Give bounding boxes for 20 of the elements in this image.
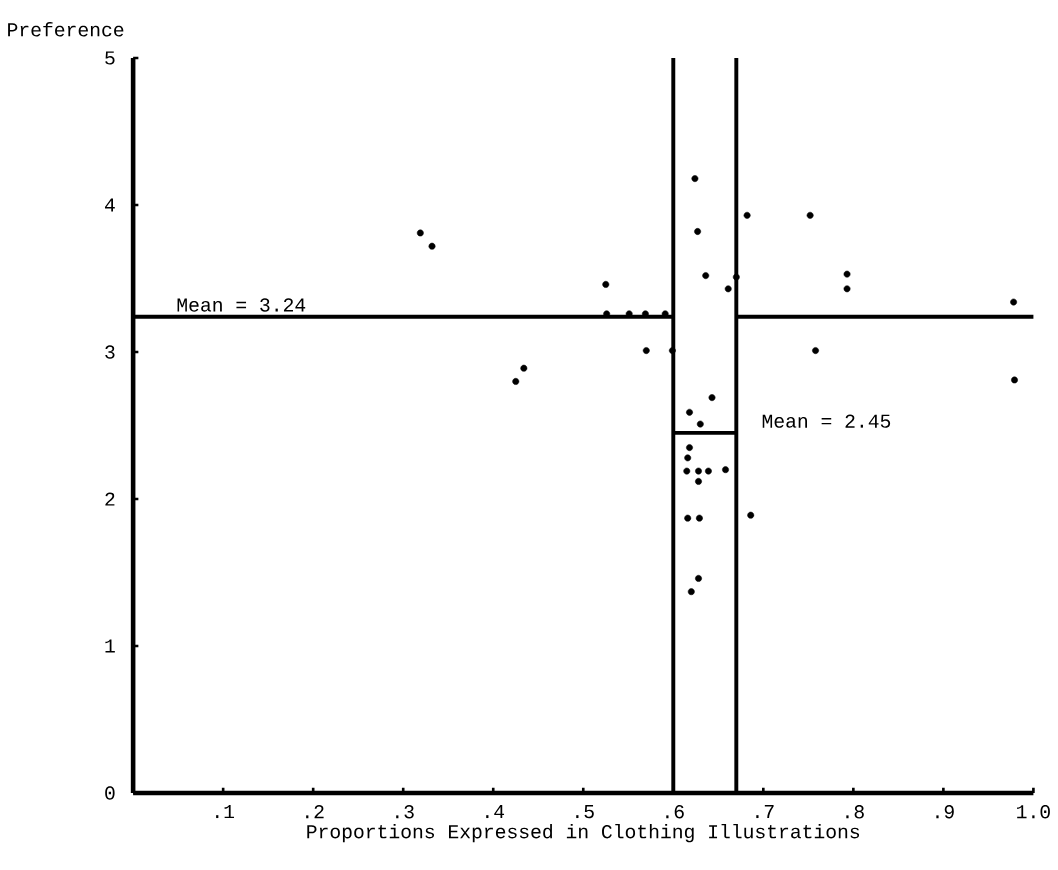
y-tick-label: 4 xyxy=(104,198,115,212)
x-axis-title: Proportions Expressed in Clothing Illustrations xyxy=(307,824,860,843)
annotation: Mean = 2.45 xyxy=(762,414,891,428)
y-tick-label: 5 xyxy=(105,51,115,65)
y-tick-label: 2 xyxy=(105,492,115,506)
y-tick-label: 1 xyxy=(105,639,115,653)
annotation: Mean = 3.24 xyxy=(177,298,306,312)
y-tick-label: 0 xyxy=(105,786,115,800)
x-tick-label: .4 xyxy=(486,805,505,819)
y-axis-title: Preference xyxy=(8,22,124,37)
x-tick-label: .8 xyxy=(846,805,864,819)
x-tick-label: 1.0 xyxy=(1017,805,1050,819)
x-tick-label: .7 xyxy=(756,805,774,819)
x-tick-label: .5 xyxy=(576,805,594,819)
x-tick-label: .1 xyxy=(216,805,234,819)
x-tick-label: .2 xyxy=(306,805,324,819)
x-tick-label: .9 xyxy=(936,805,954,819)
y-tick-label: 3 xyxy=(105,345,115,359)
x-tick-label: .6 xyxy=(666,805,684,819)
x-tick-label: .3 xyxy=(396,805,414,819)
